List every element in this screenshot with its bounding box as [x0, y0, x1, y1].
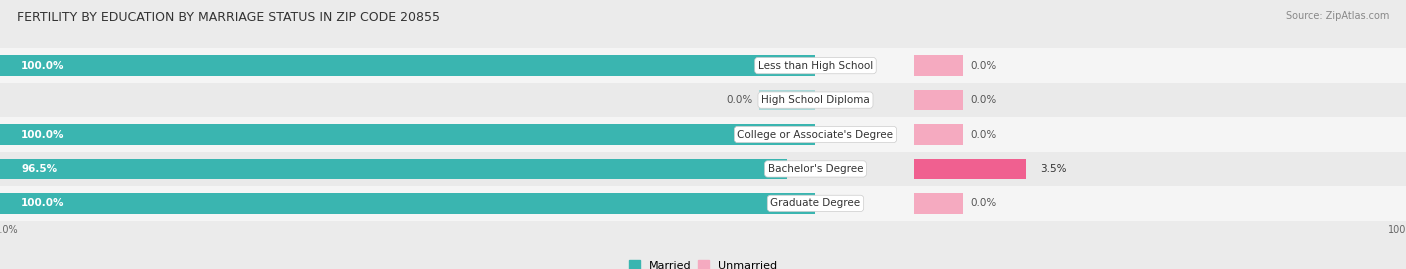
- Bar: [0, 152, 1406, 186]
- Bar: [914, 159, 1026, 179]
- Text: Graduate Degree: Graduate Degree: [770, 198, 860, 208]
- Bar: [759, 90, 815, 110]
- Legend: Married, Unmarried: Married, Unmarried: [624, 256, 782, 269]
- Bar: [0, 159, 787, 179]
- Text: 0.0%: 0.0%: [970, 95, 997, 105]
- Bar: [914, 55, 963, 76]
- Text: Source: ZipAtlas.com: Source: ZipAtlas.com: [1285, 11, 1389, 21]
- Bar: [0, 55, 815, 76]
- Text: High School Diploma: High School Diploma: [761, 95, 870, 105]
- Text: 3.5%: 3.5%: [1040, 164, 1067, 174]
- Text: 96.5%: 96.5%: [21, 164, 58, 174]
- Text: Less than High School: Less than High School: [758, 61, 873, 71]
- Bar: [0, 117, 1406, 152]
- Bar: [0, 124, 815, 145]
- Text: 100.0%: 100.0%: [21, 198, 65, 208]
- Text: 0.0%: 0.0%: [970, 61, 997, 71]
- Bar: [0, 186, 1406, 221]
- Text: 0.0%: 0.0%: [725, 95, 752, 105]
- Text: 0.0%: 0.0%: [970, 198, 997, 208]
- Bar: [914, 90, 963, 110]
- Text: 100.0%: 100.0%: [21, 129, 65, 140]
- Bar: [914, 124, 963, 145]
- Text: Bachelor's Degree: Bachelor's Degree: [768, 164, 863, 174]
- Text: College or Associate's Degree: College or Associate's Degree: [738, 129, 893, 140]
- Text: FERTILITY BY EDUCATION BY MARRIAGE STATUS IN ZIP CODE 20855: FERTILITY BY EDUCATION BY MARRIAGE STATU…: [17, 11, 440, 24]
- Text: 0.0%: 0.0%: [970, 129, 997, 140]
- Text: 100.0%: 100.0%: [21, 61, 65, 71]
- Bar: [914, 193, 963, 214]
- Bar: [0, 193, 815, 214]
- Bar: [0, 48, 1406, 83]
- Bar: [0, 83, 1406, 117]
